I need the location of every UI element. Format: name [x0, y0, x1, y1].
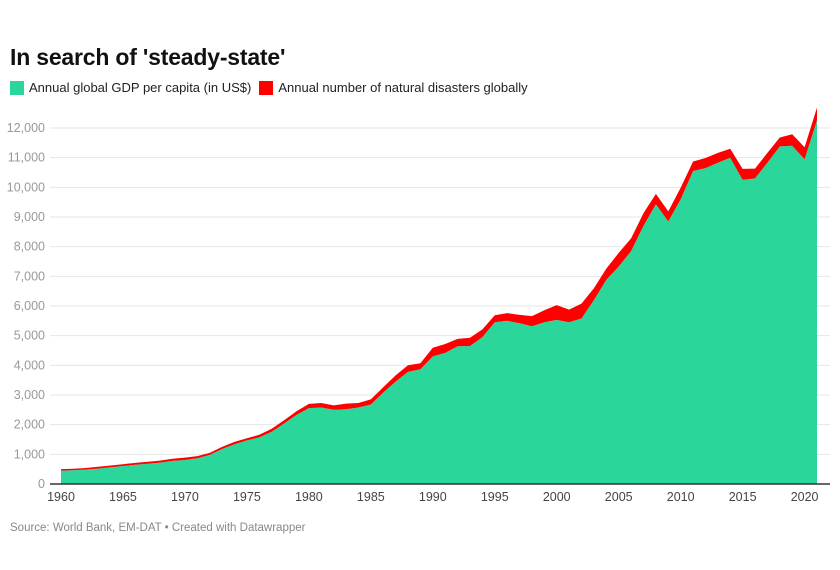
x-tick-label: 2015 — [729, 490, 757, 504]
x-tick-label: 2010 — [667, 490, 695, 504]
y-tick-label: 0 — [38, 477, 45, 491]
areas — [61, 107, 817, 485]
x-tick-label: 1990 — [419, 490, 447, 504]
area-gdp-per-capita — [61, 120, 817, 485]
chart-title: In search of 'steady-state' — [10, 44, 286, 70]
x-tick-label: 1995 — [481, 490, 509, 504]
x-tick-label: 1985 — [357, 490, 385, 504]
source-note: Source: World Bank, EM-DAT • Created wit… — [10, 522, 306, 534]
legend-label-gdp: Annual global GDP per capita (in US$) — [29, 80, 252, 95]
y-tick-label: 2,000 — [14, 418, 45, 432]
legend-swatch-gdp — [10, 80, 24, 95]
y-tick-label: 3,000 — [14, 388, 45, 402]
y-tick-label: 12,000 — [7, 121, 45, 135]
y-tick-label: 1,000 — [14, 447, 45, 461]
y-axis: 0 1,000 2,000 3,000 4,000 5,000 6,000 7,000 8,00… — [7, 121, 45, 491]
legend-label-disasters: Annual number of natural disasters globa… — [278, 80, 528, 95]
x-tick-label: 1965 — [109, 490, 137, 504]
y-tick-label: 10,000 — [7, 180, 45, 194]
legend-item-disasters: Annual number of natural disasters globa… — [259, 80, 528, 95]
y-tick-label: 4,000 — [14, 358, 45, 372]
y-tick-label: 8,000 — [14, 240, 45, 254]
x-axis: 1960 1965 1970 1975 1980 1985 1990 1995 2000 2005… — [47, 483, 830, 504]
legend: Annual global GDP per capita (in US$) An… — [10, 80, 536, 95]
y-tick-label: 11,000 — [8, 151, 45, 165]
x-tick-label: 1960 — [47, 490, 75, 504]
y-tick-label: 7,000 — [14, 269, 45, 283]
y-tick-label: 9,000 — [14, 210, 45, 224]
legend-swatch-disasters — [259, 80, 274, 95]
y-tick-label: 5,000 — [14, 329, 45, 343]
legend-item-gdp: Annual global GDP per capita (in US$) — [10, 80, 251, 95]
x-tick-label: 2000 — [543, 490, 571, 504]
y-tick-label: 6,000 — [14, 299, 45, 313]
x-tick-label: 1980 — [295, 490, 323, 504]
x-tick-label: 1975 — [233, 490, 261, 504]
x-tick-label: 2005 — [605, 490, 633, 504]
x-tick-label: 2020 — [791, 490, 819, 504]
x-tick-label: 1970 — [171, 490, 199, 504]
